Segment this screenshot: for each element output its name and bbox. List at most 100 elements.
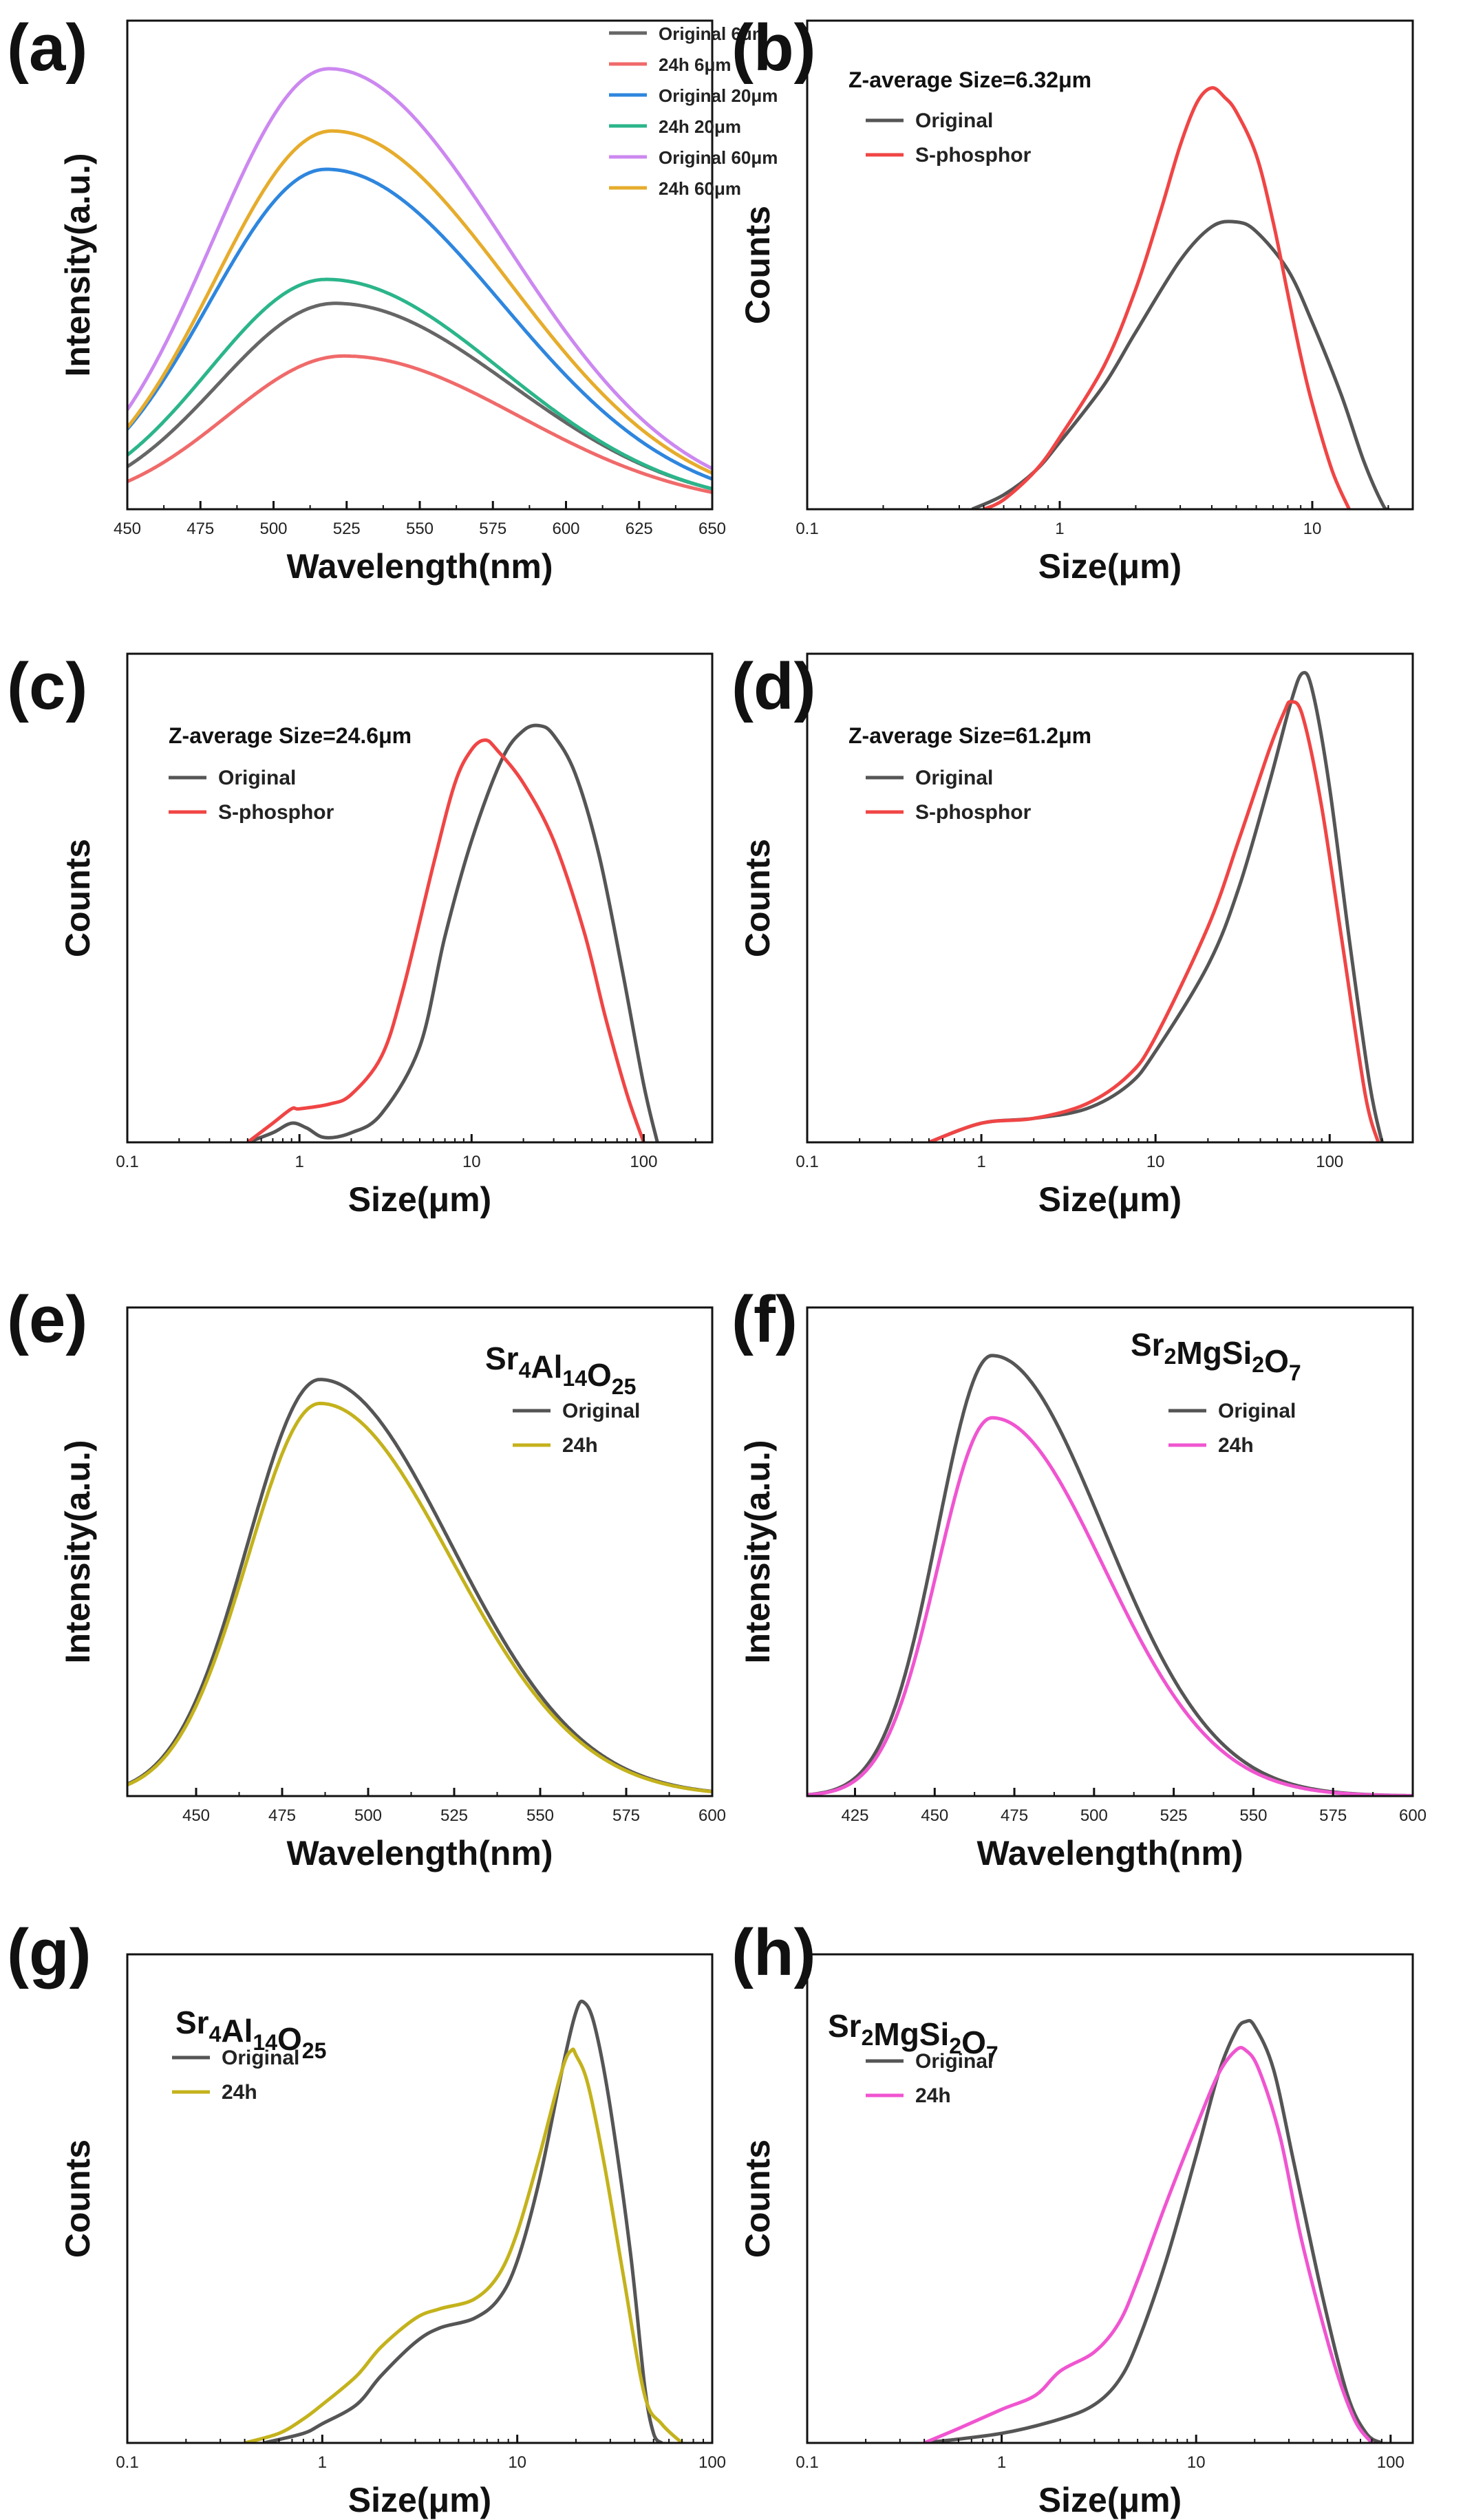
chart-panel-d: 0.1 1 10 100 Size(μm) Counts Z-average Size=61…: [732, 612, 1463, 1252]
y-axis-label: Counts: [58, 2139, 97, 2258]
x-tick-label: 475: [1001, 1806, 1028, 1825]
x-tick-label: 450: [921, 1806, 948, 1825]
legend: Original S-phosphor: [866, 767, 1032, 824]
series-line-2: [983, 86, 1351, 509]
panel-label-f: (f): [732, 1283, 798, 1356]
x-tick-label: 550: [1239, 1806, 1267, 1825]
x-tick-label: 575: [1319, 1806, 1347, 1825]
series-group: [971, 86, 1390, 509]
series-group: [246, 723, 659, 1142]
legend-label-2: 24h: [1218, 1434, 1254, 1457]
x-tick-label: 525: [1160, 1806, 1188, 1825]
chart-svg-e: 450 475 500 525 550 575 600 Wavelength(nm) Inten…: [58, 1306, 726, 1872]
x-tick-label: 0.1: [795, 520, 818, 538]
x-tick-label: 10: [1187, 2453, 1206, 2472]
legend-label-2: S-phosphor: [915, 801, 1032, 824]
z-average-annotation: Z-average Size=6.32μm: [848, 67, 1091, 92]
x-tick-label: 500: [259, 520, 287, 538]
legend: Original 24h: [172, 2047, 299, 2104]
series-group: [244, 1999, 683, 2443]
legend-label-1: Original: [915, 767, 993, 789]
y-axis-label: Intensity(a.u.): [58, 153, 97, 376]
x-tick-label: 100: [630, 1153, 657, 1171]
x-tick-label: 575: [479, 520, 506, 538]
series-line-2: [246, 738, 645, 1142]
panel-label-a: (a): [7, 11, 88, 85]
x-tick-label: 625: [626, 520, 653, 538]
x-tick-label: 550: [526, 1806, 554, 1825]
series-line-1: [971, 220, 1390, 509]
series-group: [807, 1354, 1413, 1796]
series-line-4: [127, 277, 712, 491]
x-tick-label: 10: [1303, 520, 1322, 538]
compound-formula: Sr4Al14O25: [175, 2005, 326, 2063]
series-line-1: [263, 1999, 663, 2443]
legend: Original 24h: [1168, 1400, 1296, 1457]
x-tick-label: 1: [318, 2453, 327, 2472]
legend-label-1: Original: [915, 109, 993, 132]
x-axis-label: Wavelength(nm): [976, 1834, 1243, 1872]
x-tick-label: 0.1: [116, 1153, 138, 1171]
x-tick-label: 100: [1316, 1153, 1343, 1171]
y-axis-label: Intensity(a.u.): [738, 1440, 777, 1663]
series-line-2: [807, 1416, 1413, 1796]
series-line-1: [928, 670, 1384, 1142]
x-tick-label: 600: [1399, 1806, 1427, 1825]
y-axis-label: Intensity(a.u.): [58, 1440, 97, 1663]
x-tick-label: 0.1: [795, 2453, 818, 2472]
series-line-1: [246, 723, 659, 1142]
x-tick-label: 1: [1055, 520, 1064, 538]
series-line-1: [127, 1378, 712, 1793]
series-line-2: [244, 2047, 683, 2443]
legend-label-2: 24h: [915, 2084, 951, 2107]
x-tick-label: 600: [552, 520, 579, 538]
series-line-2: [923, 2046, 1374, 2443]
legend: Original 24h: [866, 2050, 993, 2107]
z-average-annotation: Z-average Size=24.6μm: [169, 723, 412, 748]
series-line-1: [127, 301, 712, 491]
legend-label-2: S-phosphor: [915, 144, 1032, 167]
panel-label-e: (e): [7, 1283, 88, 1356]
plot-frame: [806, 652, 1414, 1144]
z-average-annotation: Z-average Size=61.2μm: [848, 723, 1091, 748]
x-tick-label: 10: [462, 1153, 481, 1171]
x-tick-label: 10: [508, 2453, 526, 2472]
panel-label-h: (h): [732, 1916, 816, 1989]
y-axis-label: Counts: [58, 839, 97, 957]
x-tick-label: 1: [976, 1153, 985, 1171]
legend-label-2: 24h: [562, 1434, 598, 1457]
x-axis-label: Size(μm): [348, 2481, 491, 2519]
legend-label-1: Original: [915, 2050, 993, 2073]
plot-frame: [126, 1306, 714, 1797]
x-tick-label: 650: [698, 520, 726, 538]
chart-panel-b: 0.1 1 10 Size(μm) Counts Z-average Size=6.32μ…: [732, 0, 1463, 612]
x-axis-label: Size(μm): [1038, 547, 1182, 586]
x-tick-label: 500: [354, 1806, 382, 1825]
legend: Original 24h: [513, 1400, 640, 1457]
y-axis-label: Counts: [738, 2139, 777, 2258]
series-group: [928, 670, 1384, 1142]
legend-label-3: Original 20μm: [659, 85, 778, 106]
series-line-2: [127, 1401, 712, 1794]
legend: Original S-phosphor: [866, 109, 1032, 167]
chart-svg-g: 0.1 1 10 100 Size(μm) Counts Sr4Al14O25Origina…: [58, 1953, 726, 2519]
series-line-1: [923, 2018, 1383, 2443]
plot-frame: [806, 1953, 1414, 2444]
panel-label-c: (c): [7, 650, 88, 723]
series-line-6: [127, 129, 712, 475]
legend-label-1: Original: [562, 1400, 640, 1422]
chart-svg-f: 425 450 475 500 525 550 575 600 Wavelength(nm) In…: [738, 1306, 1427, 1872]
x-tick-label: 100: [698, 2453, 726, 2472]
chart-svg-d: 0.1 1 10 100 Size(μm) Counts Z-average Size=61…: [738, 652, 1414, 1219]
x-tick-label: 100: [1377, 2453, 1405, 2472]
legend: Original 6μm 24h 6μm Original 20μm 24h 20μm…: [609, 23, 778, 199]
legend-label-2: 24h 6μm: [659, 54, 732, 75]
chart-panel-e: 450 475 500 525 550 575 600 Wavelength(nm) Inten…: [0, 1252, 732, 1886]
x-tick-label: 575: [612, 1806, 640, 1825]
x-tick-label: 550: [406, 520, 434, 538]
chart-svg-b: 0.1 1 10 Size(μm) Counts Z-average Size=6.32μ…: [738, 19, 1414, 586]
legend-label-2: 24h: [222, 2081, 257, 2104]
x-tick-label: 0.1: [795, 1153, 818, 1171]
x-tick-label: 425: [841, 1806, 868, 1825]
series-group: [127, 67, 712, 494]
